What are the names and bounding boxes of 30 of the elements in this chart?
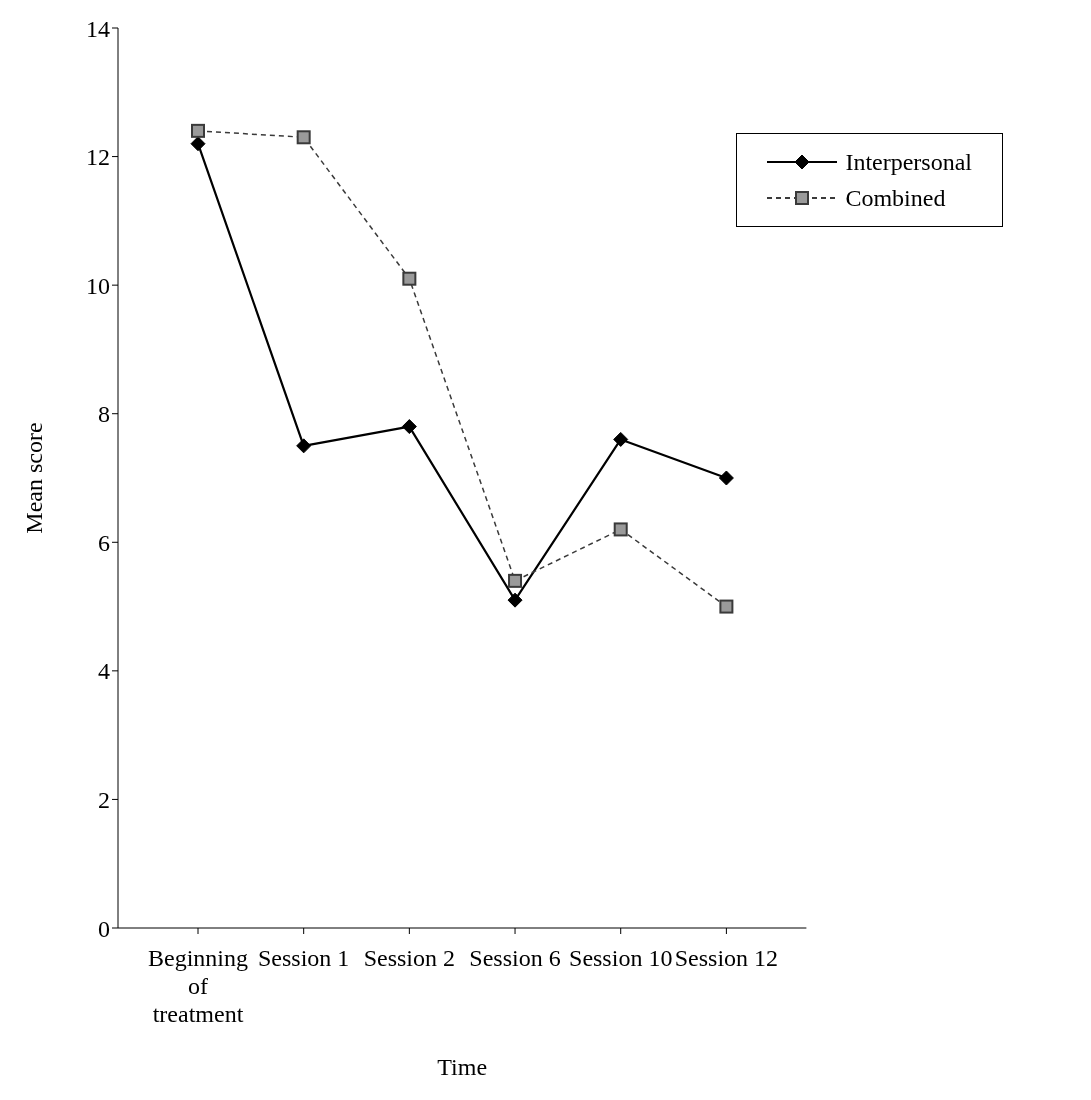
legend-label: Interpersonal [845,148,972,176]
legend-label: Combined [845,184,946,212]
point [508,573,523,588]
point [190,136,206,152]
x-tick-label: Session 12 [674,945,779,971]
point [613,431,629,447]
x-axis-title: Time [437,1054,488,1081]
point [719,599,734,614]
point [613,522,628,537]
y-tick-label: 8 [98,401,110,428]
x-tick-label: Session 10 [569,945,673,971]
y-tick-label: 10 [86,272,110,299]
point [718,470,734,486]
x-tick-label: Session 2 [363,945,456,971]
x-tick-label: Beginning of treatment [148,945,248,1027]
y-axis-title: Mean score [20,422,47,534]
point [401,419,417,435]
point [507,592,523,608]
y-tick-label: 0 [98,915,110,942]
y-tick-label: 14 [86,15,110,42]
point [402,271,417,286]
x-tick-label: Session 6 [469,945,561,971]
point [296,438,312,454]
y-tick-label: 2 [98,786,110,813]
x-tick-label: Session 1 [258,945,350,971]
y-tick-label: 12 [86,144,110,171]
point [191,123,205,138]
point [296,130,311,145]
y-tick-label: 6 [98,529,110,556]
y-tick-label: 4 [98,658,110,685]
